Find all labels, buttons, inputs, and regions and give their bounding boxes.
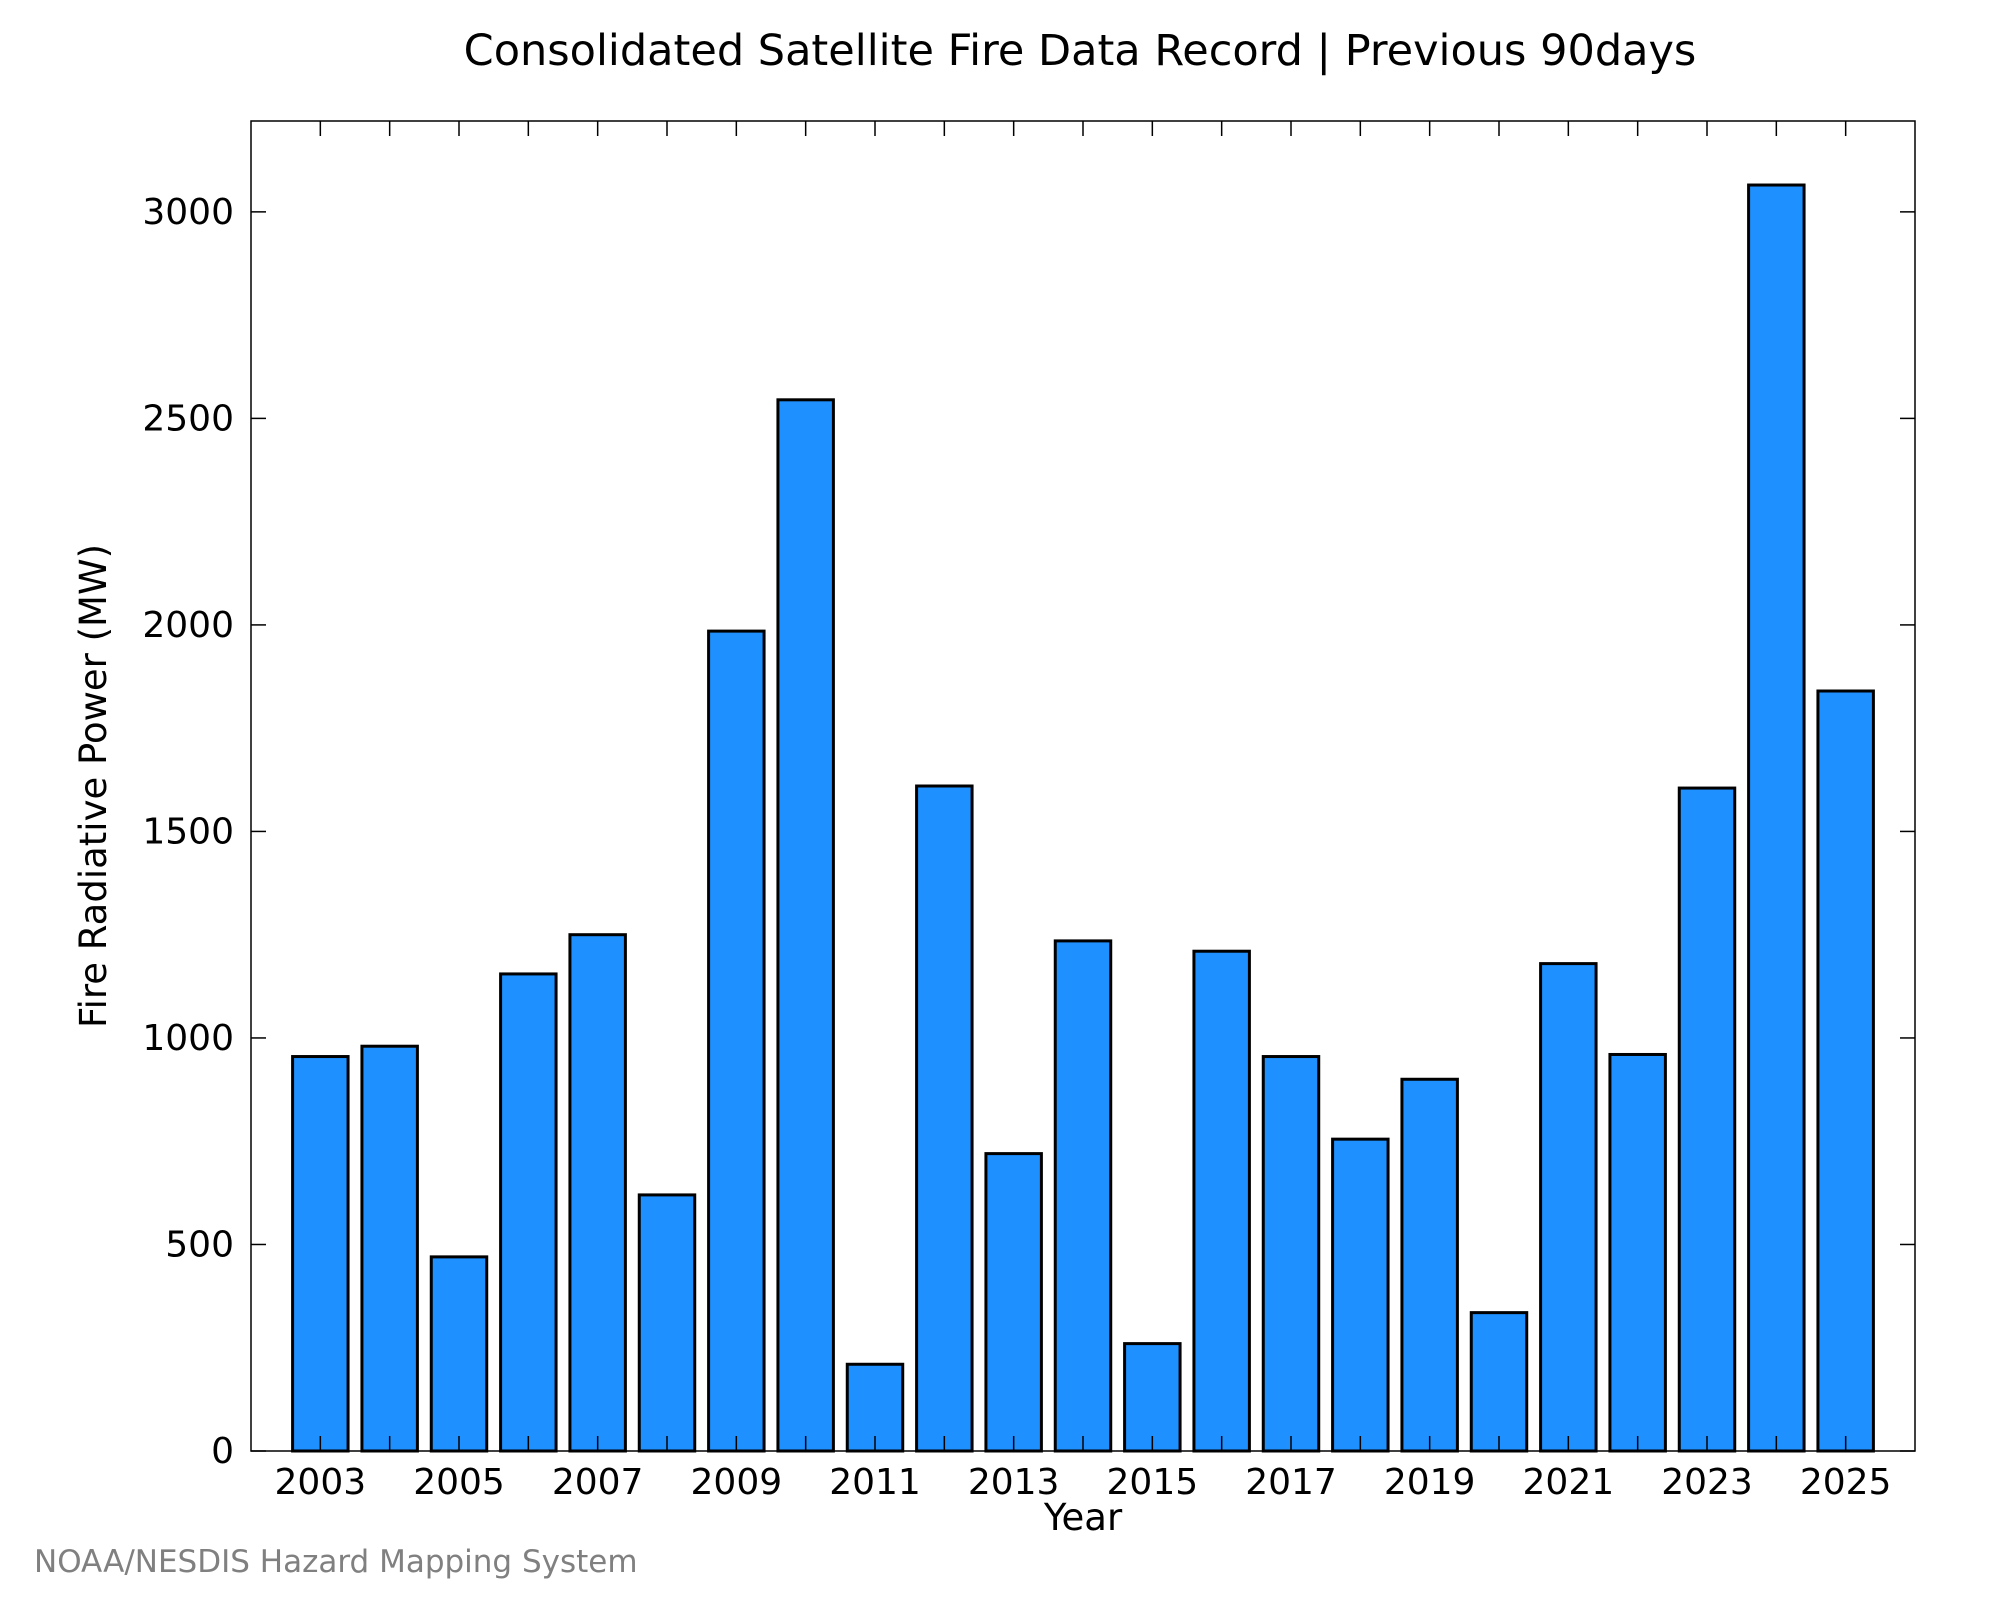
x-axis-label: Year xyxy=(1043,1496,1123,1539)
x-tick-label-2009: 2009 xyxy=(691,1462,783,1503)
bar-2012 xyxy=(915,784,974,1453)
ticks-layer xyxy=(251,121,1915,1452)
bar-2015 xyxy=(1123,1342,1182,1453)
x-tick-label-2003: 2003 xyxy=(275,1462,367,1503)
y-tick-label-3000: 3000 xyxy=(142,192,234,233)
bar-2020 xyxy=(1469,1311,1529,1453)
bar-2019 xyxy=(1400,1077,1459,1453)
x-tick-label-2019: 2019 xyxy=(1384,1462,1476,1503)
chart-title: Consolidated Satellite Fire Data Record … xyxy=(464,26,1697,76)
x-tick-label-2005: 2005 xyxy=(413,1462,505,1503)
bar-2006 xyxy=(499,972,558,1453)
x-tick-label-2023: 2023 xyxy=(1661,1462,1753,1503)
y-tick-label-2000: 2000 xyxy=(142,605,234,646)
bars-layer xyxy=(291,183,1875,1453)
y-tick-label-1000: 1000 xyxy=(142,1018,234,1059)
bar-2024 xyxy=(1747,183,1806,1453)
y-tick-labels: 0 500 1000 1500 2000 2500 3000 xyxy=(142,192,234,1472)
bar-2018 xyxy=(1331,1137,1390,1453)
x-tick-label-2015: 2015 xyxy=(1107,1462,1199,1503)
x-tick-label-2013: 2013 xyxy=(968,1462,1060,1503)
bar-2005 xyxy=(429,1255,489,1453)
x-tick-label-2017: 2017 xyxy=(1245,1462,1337,1503)
y-tick-label-1500: 1500 xyxy=(142,811,234,852)
bar-2013 xyxy=(984,1152,1043,1453)
bar-2023 xyxy=(1677,786,1737,1453)
bar-2003 xyxy=(291,1055,350,1453)
bar-2010 xyxy=(776,398,835,1453)
x-tick-label-2007: 2007 xyxy=(552,1462,644,1503)
y-tick-label-500: 500 xyxy=(165,1224,234,1265)
credit-text: NOAA/NESDIS Hazard Mapping System xyxy=(34,1544,638,1580)
x-tick-label-2025: 2025 xyxy=(1800,1462,1892,1503)
y-tick-label-2500: 2500 xyxy=(142,398,234,439)
bar-2022 xyxy=(1608,1052,1667,1453)
x-tick-labels: 2003 2005 2007 2009 2011 2013 2015 2017 2019 2021… xyxy=(275,1462,1892,1503)
x-tick-label-2011: 2011 xyxy=(829,1462,921,1503)
bar-2008 xyxy=(637,1193,697,1453)
bar-2025 xyxy=(1816,689,1875,1453)
y-axis-label: Fire Radiative Power (MW) xyxy=(72,544,115,1028)
bar-2007 xyxy=(568,933,627,1453)
bar-2017 xyxy=(1261,1055,1321,1453)
bar-2016 xyxy=(1192,949,1251,1453)
x-tick-label-2021: 2021 xyxy=(1523,1462,1615,1503)
bar-2021 xyxy=(1539,962,1598,1453)
bar-2014 xyxy=(1053,939,1113,1453)
y-tick-label-0: 0 xyxy=(211,1431,234,1472)
bar-2009 xyxy=(707,629,766,1453)
bar-2004 xyxy=(360,1044,419,1453)
